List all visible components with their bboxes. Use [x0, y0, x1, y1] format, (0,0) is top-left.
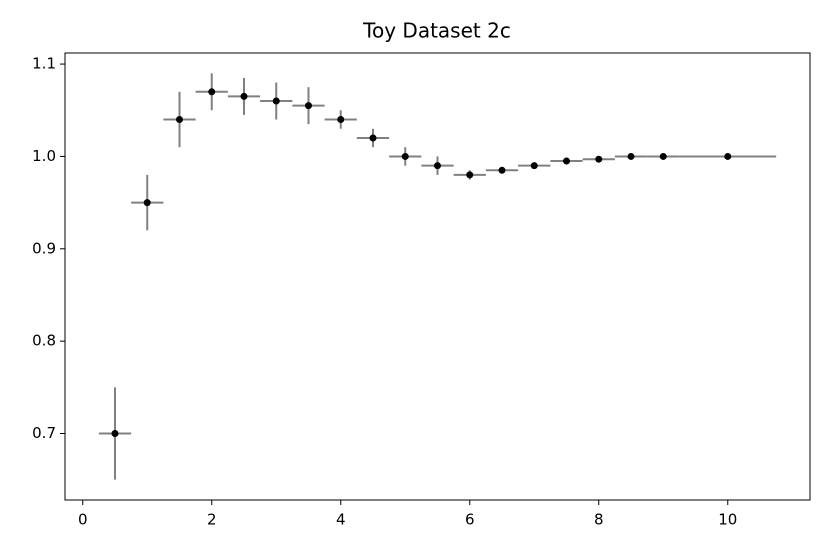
- y-tick-label: 1.0: [32, 147, 56, 165]
- point: [659, 152, 667, 160]
- point: [304, 102, 312, 110]
- point: [240, 92, 248, 100]
- point: [498, 166, 506, 174]
- point: [563, 157, 571, 165]
- point: [466, 171, 474, 179]
- x-tick-label: 4: [336, 511, 346, 529]
- chart-title: Toy Dataset 2c: [362, 19, 511, 43]
- point: [175, 115, 183, 123]
- plot-frame: [64, 52, 811, 501]
- point: [595, 155, 603, 163]
- point: [272, 97, 280, 105]
- point: [401, 152, 409, 160]
- point: [530, 162, 538, 170]
- y-tick-label: 0.7: [32, 424, 56, 442]
- x-tick-label: 0: [78, 511, 88, 529]
- x-tick-label: 10: [718, 511, 737, 529]
- point: [627, 152, 635, 160]
- y-tick-label: 1.1: [32, 55, 56, 73]
- point: [724, 152, 732, 160]
- point: [111, 430, 119, 438]
- point: [369, 134, 377, 142]
- point: [434, 162, 441, 170]
- y-tick-label: 0.8: [32, 332, 56, 350]
- point: [208, 88, 216, 96]
- point: [337, 115, 345, 123]
- x-tick-label: 8: [594, 511, 604, 529]
- y-tick-label: 0.9: [32, 239, 56, 257]
- x-tick-label: 6: [465, 511, 475, 529]
- x-tick-label: 2: [207, 511, 217, 529]
- point: [143, 199, 151, 207]
